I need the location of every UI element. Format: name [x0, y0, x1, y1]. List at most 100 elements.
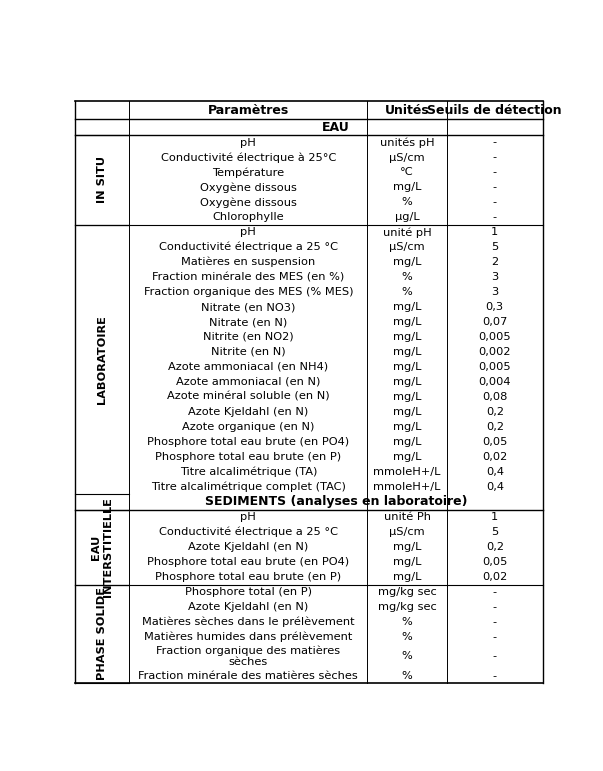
- Text: Conductivité électrique à 25°C: Conductivité électrique à 25°C: [160, 152, 336, 163]
- Text: mg/L: mg/L: [393, 452, 421, 462]
- Text: 0,4: 0,4: [486, 482, 504, 492]
- Text: Azote Kjeldahl (en N): Azote Kjeldahl (en N): [188, 542, 308, 552]
- Text: 2: 2: [491, 258, 498, 268]
- Text: Seuils de détection: Seuils de détection: [428, 104, 562, 117]
- Text: Phosphore total eau brute (en P): Phosphore total eau brute (en P): [155, 452, 341, 462]
- Text: -: -: [493, 153, 497, 163]
- Text: Phosphore total eau brute (en PO4): Phosphore total eau brute (en PO4): [147, 436, 349, 446]
- Text: Azote Kjeldahl (en N): Azote Kjeldahl (en N): [188, 407, 308, 417]
- Text: 3: 3: [491, 272, 499, 282]
- Text: Azote organique (en N): Azote organique (en N): [182, 422, 315, 432]
- Text: Azote Kjeldahl (en N): Azote Kjeldahl (en N): [188, 602, 308, 612]
- Text: mg/L: mg/L: [393, 302, 421, 312]
- Text: mg/L: mg/L: [393, 183, 421, 193]
- Text: -: -: [493, 651, 497, 662]
- Text: mg/L: mg/L: [393, 392, 421, 402]
- Text: Conductivité électrique a 25 °C: Conductivité électrique a 25 °C: [159, 242, 338, 252]
- Text: Oxygène dissous: Oxygène dissous: [200, 197, 297, 207]
- Text: Unités: Unités: [385, 104, 429, 117]
- Text: pH: pH: [241, 137, 256, 147]
- Text: %: %: [402, 197, 412, 207]
- Text: Azote ammoniacal (en NH4): Azote ammoniacal (en NH4): [168, 362, 329, 372]
- Text: -: -: [493, 212, 497, 222]
- Text: mg/L: mg/L: [393, 362, 421, 372]
- Text: Nitrate (en N): Nitrate (en N): [209, 317, 288, 327]
- Text: -: -: [493, 137, 497, 147]
- Text: 0,2: 0,2: [486, 542, 504, 552]
- Text: %: %: [402, 632, 412, 641]
- Text: 0,07: 0,07: [482, 317, 508, 327]
- Text: Fraction minérale des MES (en %): Fraction minérale des MES (en %): [152, 272, 344, 282]
- Text: 0,004: 0,004: [479, 377, 511, 387]
- Text: Phosphore total eau brute (en PO4): Phosphore total eau brute (en PO4): [147, 557, 349, 567]
- Text: -: -: [493, 167, 497, 177]
- Text: Nitrate (en NO3): Nitrate (en NO3): [201, 302, 295, 312]
- Text: pH: pH: [241, 512, 256, 522]
- Text: mg/L: mg/L: [393, 258, 421, 268]
- Text: Fraction organique des MES (% MES): Fraction organique des MES (% MES): [144, 287, 353, 297]
- Text: Matières sèches dans le prélèvement: Matières sèches dans le prélèvement: [142, 617, 355, 627]
- Text: Fraction organique des matières
sèches: Fraction organique des matières sèches: [156, 645, 340, 668]
- Text: Azote minéral soluble (en N): Azote minéral soluble (en N): [167, 392, 330, 402]
- Text: unité Ph: unité Ph: [384, 512, 431, 522]
- Text: Nitrite (en N): Nitrite (en N): [211, 347, 286, 357]
- Text: 0,02: 0,02: [482, 572, 507, 582]
- Text: 5: 5: [491, 242, 499, 252]
- Text: 0,05: 0,05: [482, 436, 508, 446]
- Text: Fraction minérale des matières sèches: Fraction minérale des matières sèches: [139, 671, 358, 681]
- Text: µg/L: µg/L: [395, 212, 420, 222]
- Text: Titre alcalimétrique complet (TAC): Titre alcalimétrique complet (TAC): [151, 481, 346, 492]
- Text: -: -: [493, 617, 497, 627]
- Text: %: %: [402, 287, 412, 297]
- Text: -: -: [493, 587, 497, 597]
- Text: -: -: [493, 183, 497, 193]
- Text: 0,05: 0,05: [482, 557, 508, 567]
- Text: unités pH: unités pH: [380, 137, 435, 148]
- Text: Matières en suspension: Matières en suspension: [181, 257, 315, 268]
- Text: mmoleH+/L: mmoleH+/L: [373, 466, 441, 476]
- Text: Phosphore total eau brute (en P): Phosphore total eau brute (en P): [155, 572, 341, 582]
- Text: Nitrite (en NO2): Nitrite (en NO2): [203, 332, 294, 342]
- Text: 0,2: 0,2: [486, 422, 504, 432]
- Text: mg/L: mg/L: [393, 572, 421, 582]
- Text: µS/cm: µS/cm: [390, 153, 425, 163]
- Text: mg/L: mg/L: [393, 317, 421, 327]
- Text: mg/kg sec: mg/kg sec: [378, 602, 437, 612]
- Text: 3: 3: [491, 287, 499, 297]
- Text: EAU
INTERSTITIELLE: EAU INTERSTITIELLE: [92, 497, 113, 597]
- Text: pH: pH: [241, 227, 256, 237]
- Text: Paramètres: Paramètres: [207, 104, 289, 117]
- Text: -: -: [493, 602, 497, 612]
- Text: %: %: [402, 671, 412, 681]
- Text: mg/L: mg/L: [393, 332, 421, 342]
- Text: LABORATOIRE: LABORATOIRE: [97, 315, 107, 404]
- Text: SEDIMENTS (analyses en laboratoire): SEDIMENTS (analyses en laboratoire): [204, 496, 467, 508]
- Text: 5: 5: [491, 527, 499, 537]
- Text: Chlorophylle: Chlorophylle: [212, 212, 284, 222]
- Text: mmoleH+/L: mmoleH+/L: [373, 482, 441, 492]
- Text: -: -: [493, 197, 497, 207]
- Text: %: %: [402, 617, 412, 627]
- Text: 0,4: 0,4: [486, 466, 504, 476]
- Text: 0,02: 0,02: [482, 452, 507, 462]
- Text: 1: 1: [491, 227, 499, 237]
- Text: µS/cm: µS/cm: [390, 527, 425, 537]
- Text: Oxygène dissous: Oxygène dissous: [200, 182, 297, 193]
- Text: °C: °C: [400, 167, 414, 177]
- Text: mg/L: mg/L: [393, 407, 421, 417]
- Text: mg/L: mg/L: [393, 377, 421, 387]
- Text: 0,2: 0,2: [486, 407, 504, 417]
- Text: 1: 1: [491, 512, 499, 522]
- Text: 0,08: 0,08: [482, 392, 508, 402]
- Text: 0,3: 0,3: [486, 302, 504, 312]
- Text: 0,005: 0,005: [479, 362, 511, 372]
- Text: Température: Température: [212, 167, 285, 178]
- Text: mg/L: mg/L: [393, 347, 421, 357]
- Text: mg/L: mg/L: [393, 422, 421, 432]
- Text: µS/cm: µS/cm: [390, 242, 425, 252]
- Text: %: %: [402, 272, 412, 282]
- Text: Phosphore total (en P): Phosphore total (en P): [185, 587, 312, 597]
- Text: EAU: EAU: [322, 121, 350, 133]
- Text: mg/L: mg/L: [393, 436, 421, 446]
- Text: 0,005: 0,005: [479, 332, 511, 342]
